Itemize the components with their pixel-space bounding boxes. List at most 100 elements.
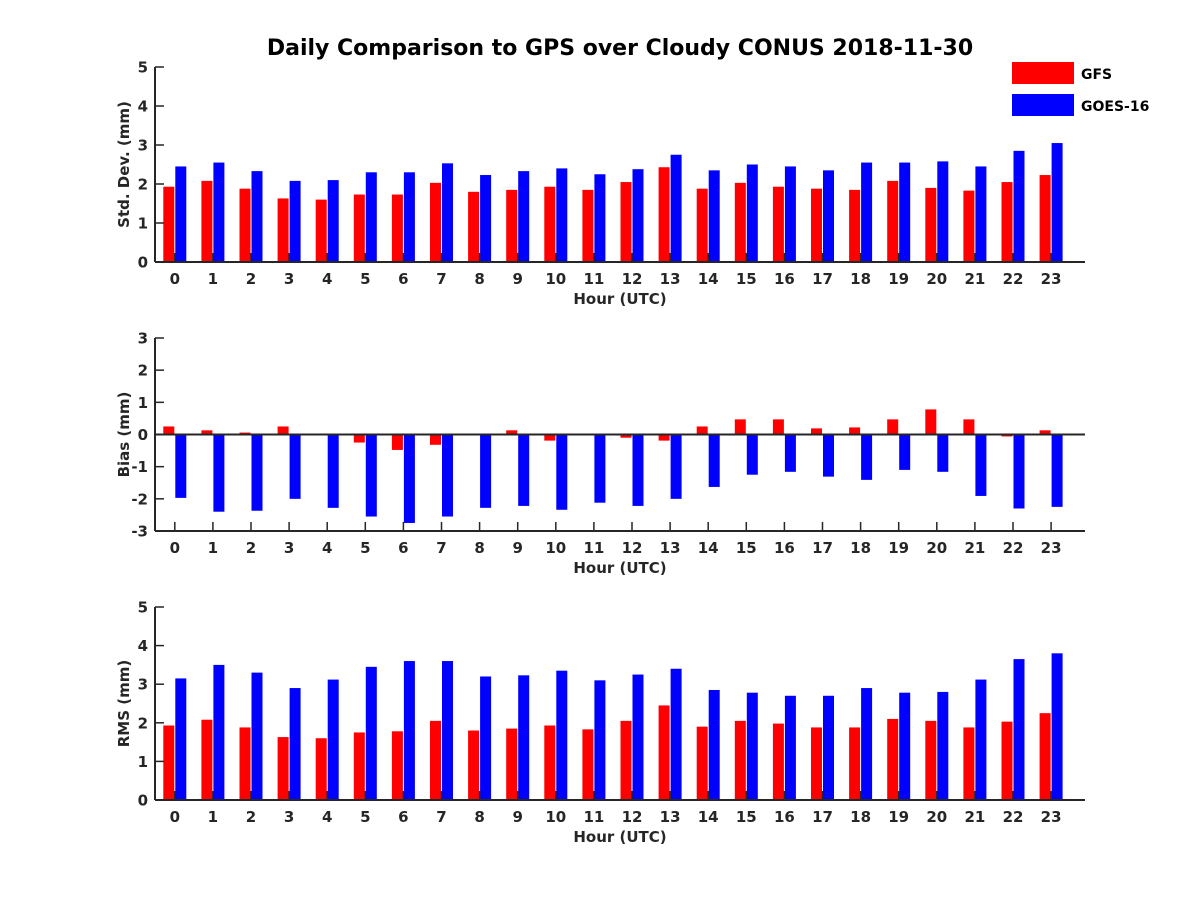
x-tick-label: 9 <box>512 539 522 557</box>
x-tick-label: 1 <box>208 808 218 826</box>
bar-gfs-hour-5 <box>353 732 365 800</box>
bar-gfs-hour-16 <box>772 723 784 800</box>
bar-gfs-hour-23 <box>1039 175 1051 262</box>
legend-label-goes-16: GOES-16 <box>1081 99 1149 115</box>
bar-goes-16-hour-4 <box>327 180 339 262</box>
x-tick-label: 18 <box>850 808 871 826</box>
x-tick-label: 5 <box>360 808 370 826</box>
x-tick-label: 15 <box>736 539 757 557</box>
bar-goes-16-hour-0 <box>175 166 187 262</box>
chart-title: Daily Comparison to GPS over Cloudy CONU… <box>267 36 973 61</box>
bar-gfs-hour-21 <box>963 419 975 435</box>
x-tick-label: 4 <box>322 808 332 826</box>
bar-goes-16-hour-11 <box>594 174 606 262</box>
bar-goes-16-hour-23 <box>1051 653 1063 800</box>
x-tick-label: 12 <box>622 270 643 288</box>
bar-gfs-hour-4 <box>315 738 327 800</box>
bar-gfs-hour-0 <box>163 725 175 800</box>
bar-goes-16-hour-10 <box>556 670 568 800</box>
x-tick-label: 11 <box>583 808 604 826</box>
bar-goes-16-hour-3 <box>289 180 301 262</box>
bar-goes-16-hour-21 <box>975 679 987 800</box>
bar-gfs-hour-1 <box>201 719 213 800</box>
x-tick-label: 23 <box>1041 270 1062 288</box>
bar-goes-16-hour-22 <box>1013 150 1025 262</box>
x-tick-label: 15 <box>736 270 757 288</box>
bar-gfs-hour-6 <box>391 731 403 800</box>
bar-goes-16-hour-1 <box>213 434 225 512</box>
bar-gfs-hour-9 <box>506 430 518 435</box>
x-tick-label: 10 <box>545 539 566 557</box>
bar-gfs-hour-23 <box>1039 430 1051 435</box>
bar-goes-16-hour-19 <box>899 162 911 262</box>
y-tick-label: 2 <box>138 176 148 194</box>
x-tick-label: 1 <box>208 270 218 288</box>
x-tick-label: 20 <box>926 808 947 826</box>
bar-goes-16-hour-18 <box>861 688 873 800</box>
bar-goes-16-hour-6 <box>403 172 415 262</box>
y-tick-label: 4 <box>138 98 148 116</box>
bar-goes-16-hour-18 <box>861 434 873 480</box>
bar-goes-16-hour-17 <box>823 170 834 262</box>
bar-gfs-hour-14 <box>696 188 708 262</box>
bar-goes-16-hour-8 <box>480 175 492 262</box>
x-tick-label: 2 <box>246 270 256 288</box>
x-tick-label: 12 <box>622 539 643 557</box>
bar-gfs-hour-21 <box>963 190 975 262</box>
bar-goes-16-hour-9 <box>518 171 530 262</box>
bar-gfs-hour-12 <box>620 182 632 262</box>
y-tick-label: 4 <box>138 637 148 655</box>
bar-goes-16-hour-22 <box>1013 434 1025 509</box>
bar-goes-16-hour-2 <box>251 672 263 800</box>
x-tick-label: 13 <box>660 539 681 557</box>
bar-goes-16-hour-2 <box>251 171 263 262</box>
y-tick-label: -1 <box>131 458 148 476</box>
bar-gfs-hour-8 <box>468 191 480 262</box>
x-tick-label: 20 <box>926 270 947 288</box>
bar-gfs-hour-16 <box>772 186 784 262</box>
bar-goes-16-hour-9 <box>518 434 530 506</box>
x-tick-label: 19 <box>888 808 909 826</box>
bar-gfs-hour-19 <box>887 718 899 800</box>
bar-gfs-hour-19 <box>887 180 899 262</box>
x-tick-label: 3 <box>284 270 294 288</box>
x-tick-label: 8 <box>474 808 484 826</box>
bar-goes-16-hour-7 <box>442 661 453 800</box>
bar-gfs-hour-10 <box>544 725 556 800</box>
x-tick-label: 6 <box>398 808 408 826</box>
y-tick-label: 0 <box>138 254 148 272</box>
legend-swatch-gfs <box>1012 62 1074 84</box>
bar-gfs-hour-15 <box>734 419 746 435</box>
y-tick-label: 3 <box>138 676 148 694</box>
bar-gfs-hour-20 <box>925 720 937 800</box>
bar-gfs-hour-13 <box>658 167 670 262</box>
bar-goes-16-hour-8 <box>480 676 492 800</box>
bar-gfs-hour-11 <box>582 729 594 800</box>
bar-gfs-hour-12 <box>620 720 632 800</box>
y-tick-label: 1 <box>138 394 148 412</box>
x-tick-label: 14 <box>698 539 719 557</box>
bar-goes-16-hour-4 <box>327 679 339 800</box>
bar-gfs-hour-10 <box>544 186 556 262</box>
y-axis-label: RMS (mm) <box>115 660 133 747</box>
bar-goes-16-hour-0 <box>175 434 187 498</box>
y-tick-label: 0 <box>138 792 148 810</box>
bar-gfs-hour-2 <box>239 727 251 800</box>
bar-goes-16-hour-13 <box>670 154 682 262</box>
y-tick-label: 5 <box>138 59 148 77</box>
bar-goes-16-hour-20 <box>937 691 949 800</box>
x-tick-label: 9 <box>512 270 522 288</box>
y-axis-label: Bias (mm) <box>115 392 133 478</box>
x-tick-label: 6 <box>398 270 408 288</box>
x-tick-label: 16 <box>774 808 795 826</box>
x-tick-label: 4 <box>322 539 332 557</box>
bar-goes-16-hour-14 <box>708 170 720 262</box>
x-tick-label: 11 <box>583 270 604 288</box>
bar-goes-16-hour-18 <box>861 162 873 262</box>
bar-gfs-hour-6 <box>391 434 403 450</box>
bar-goes-16-hour-4 <box>327 434 339 508</box>
x-tick-label: 3 <box>284 539 294 557</box>
bar-goes-16-hour-19 <box>899 434 911 470</box>
x-tick-label: 19 <box>888 539 909 557</box>
bar-goes-16-hour-13 <box>670 434 682 499</box>
